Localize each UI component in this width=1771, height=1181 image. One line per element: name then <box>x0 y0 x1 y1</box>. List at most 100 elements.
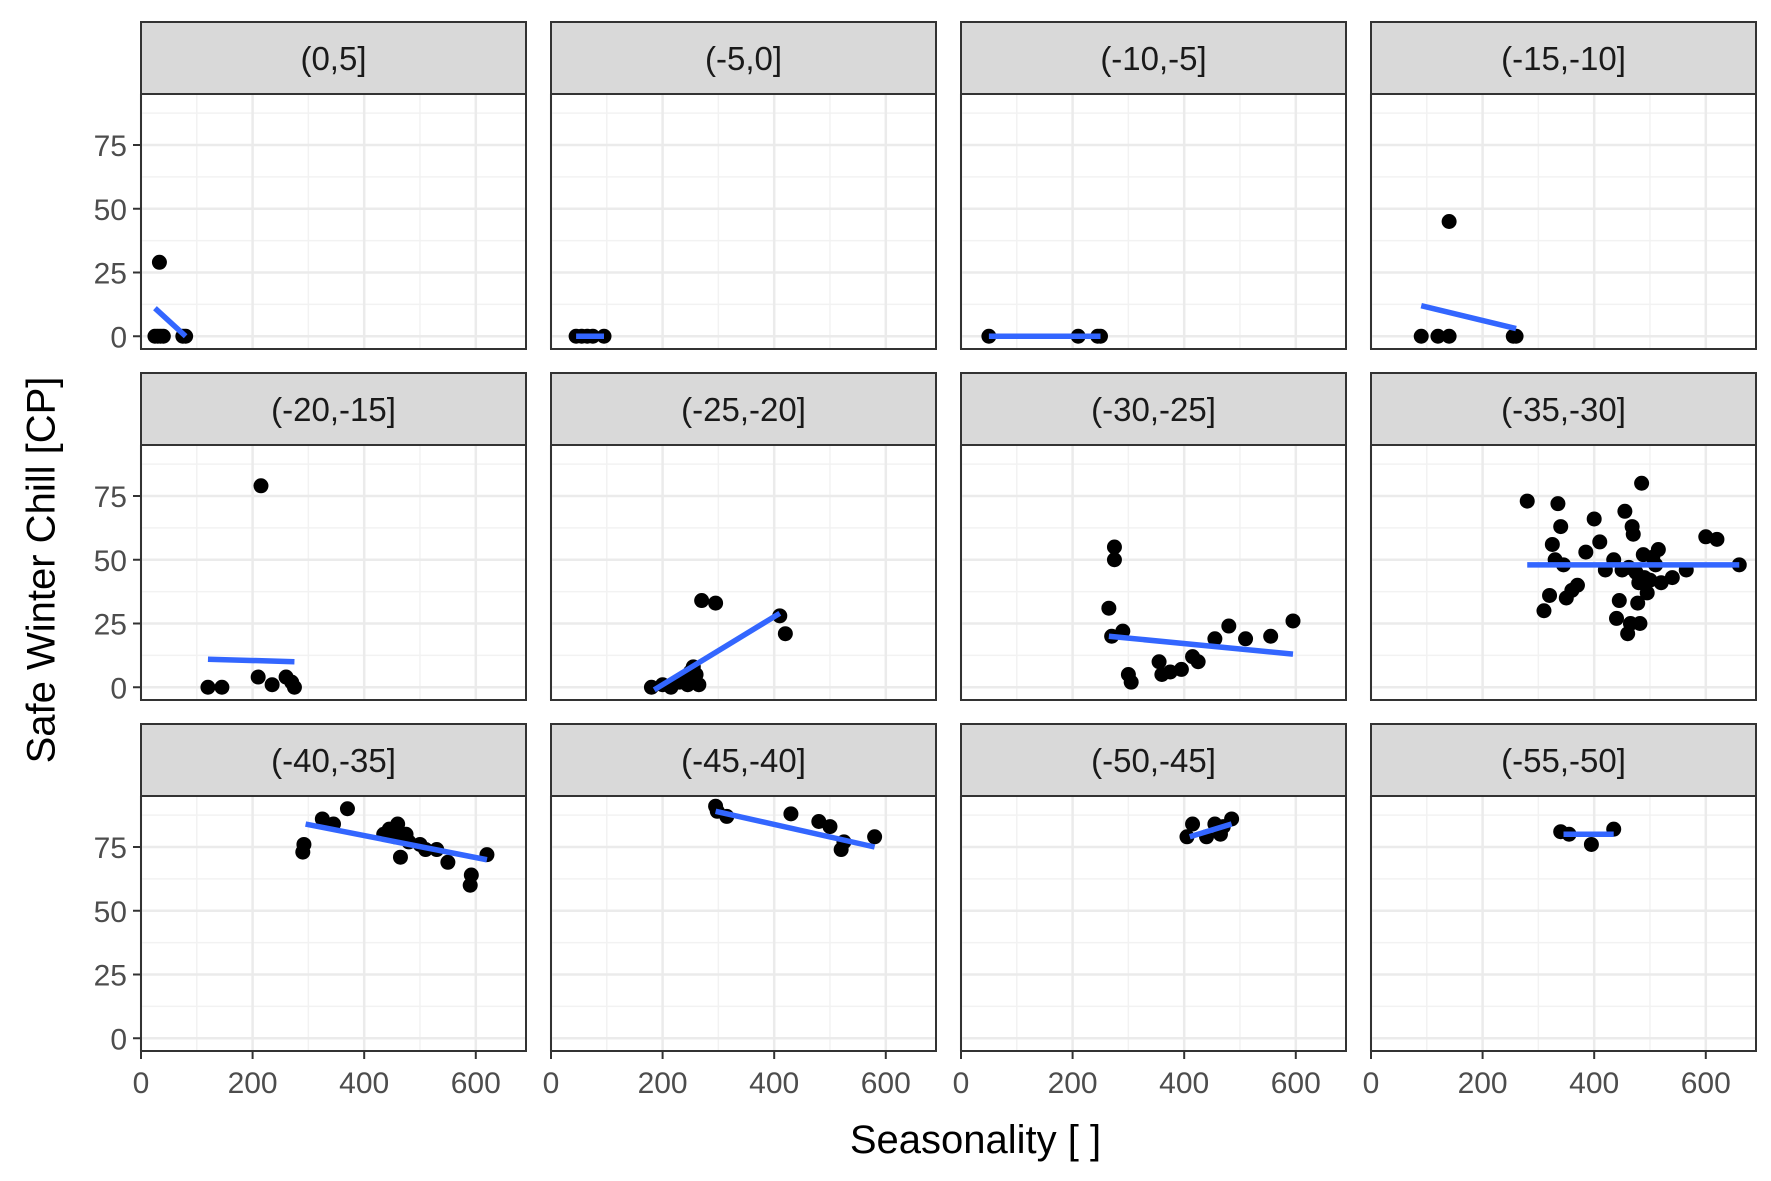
facet-label: (-40,-35] <box>271 742 396 779</box>
fit-line <box>1420 302 1517 332</box>
data-point <box>296 836 312 852</box>
data-point <box>1508 328 1524 344</box>
y-tick-label: 25 <box>94 258 127 291</box>
data-point <box>822 819 838 835</box>
data-point <box>691 677 707 693</box>
facet-strip <box>140 372 527 446</box>
y-tick-label: 0 <box>110 672 127 705</box>
data-point <box>250 669 266 685</box>
y-tick-label: 0 <box>110 1023 127 1056</box>
facet-strip <box>140 21 527 95</box>
facet-label: (-25,-20] <box>681 391 806 428</box>
y-tick-label: 0 <box>110 321 127 354</box>
facet-label: (-5,0] <box>705 40 782 77</box>
panel-border <box>140 444 527 701</box>
fit-line <box>714 808 876 850</box>
data-point <box>1101 600 1117 616</box>
data-point <box>463 867 479 883</box>
facet-strip <box>1370 21 1757 95</box>
facet-panel: (-55,-50] 0 200 400 600 <box>1363 723 1757 1100</box>
plot-background <box>551 94 936 349</box>
plot-background <box>551 445 936 700</box>
data-point <box>1611 593 1627 609</box>
data-point <box>1106 539 1122 555</box>
x-tick-label: 600 <box>861 1067 911 1100</box>
data-point <box>390 816 406 832</box>
fit-line <box>153 306 188 339</box>
fit-line <box>1188 821 1233 840</box>
facet-strip <box>550 21 937 95</box>
data-point <box>1609 610 1625 626</box>
data-point <box>708 595 724 611</box>
facet-panel: (-50,-45] 0 200 400 600 <box>953 723 1347 1100</box>
panel-border <box>1370 444 1757 701</box>
panel-border <box>960 444 1347 701</box>
facet-strip <box>550 372 937 446</box>
data-point <box>1709 531 1725 547</box>
plot-background <box>961 94 1346 349</box>
facet-panel: (-30,-25] <box>959 372 1347 701</box>
data-point <box>1106 552 1122 568</box>
data-point <box>1642 572 1658 588</box>
data-point <box>1544 536 1560 552</box>
x-tick-label: 0 <box>1363 1067 1380 1100</box>
data-point <box>440 854 456 870</box>
y-tick-label: 50 <box>94 194 127 227</box>
panel-border <box>140 795 527 1052</box>
data-point <box>1583 836 1599 852</box>
y-tick-label: 75 <box>94 832 127 865</box>
data-point <box>1630 595 1646 611</box>
data-point <box>1550 496 1566 512</box>
panel-border <box>1370 795 1757 1052</box>
x-tick-label: 0 <box>543 1067 560 1100</box>
data-point <box>867 829 883 845</box>
data-point <box>264 677 280 693</box>
data-point <box>1553 519 1569 535</box>
panel-border <box>1370 93 1757 350</box>
plot-background <box>141 796 526 1051</box>
facet-label: (-15,-10] <box>1501 40 1626 77</box>
data-point <box>1625 526 1641 542</box>
x-tick-label: 0 <box>953 1067 970 1100</box>
data-point <box>314 811 330 827</box>
plot-background <box>141 445 526 700</box>
facet-panel: (-45,-40] 0 200 400 600 <box>543 723 937 1100</box>
data-point <box>151 254 167 270</box>
data-point <box>1179 829 1195 845</box>
fit-line <box>1108 633 1294 657</box>
x-tick-label: 600 <box>1681 1067 1731 1100</box>
data-point <box>253 478 269 494</box>
y-tick-label: 75 <box>94 130 127 163</box>
data-point <box>1185 816 1201 832</box>
data-point <box>392 849 408 865</box>
facet-label: (-45,-40] <box>681 742 806 779</box>
facet-panel: (0,5] 0 25 50 75 <box>94 21 527 354</box>
data-point <box>1698 529 1714 545</box>
data-point <box>1238 631 1254 647</box>
data-point <box>694 593 710 609</box>
data-point <box>1639 585 1655 601</box>
data-point <box>1536 603 1552 619</box>
data-point <box>1578 544 1594 560</box>
panel-border <box>960 795 1347 1052</box>
data-point <box>1413 328 1429 344</box>
facet-label: (-55,-50] <box>1501 742 1626 779</box>
x-tick-label: 400 <box>749 1067 799 1100</box>
plot-background <box>1371 94 1756 349</box>
x-tick-label: 400 <box>1569 1067 1619 1100</box>
data-point <box>1592 534 1608 550</box>
facet-panel: (-5,0] <box>549 21 937 350</box>
data-point <box>1221 618 1237 634</box>
y-axis-title: Safe Winter Chill [CP] <box>19 376 64 764</box>
data-point <box>1285 613 1301 629</box>
data-point <box>339 801 355 817</box>
data-point <box>1263 628 1279 644</box>
facet-panel: (-20,-15] 0 25 50 75 <box>94 372 527 705</box>
data-point <box>811 814 827 829</box>
data-point <box>777 626 793 642</box>
facet-label: (-30,-25] <box>1091 391 1216 428</box>
x-tick-label: 600 <box>1271 1067 1321 1100</box>
plot-background <box>141 94 526 349</box>
x-tick-label: 400 <box>1159 1067 1209 1100</box>
